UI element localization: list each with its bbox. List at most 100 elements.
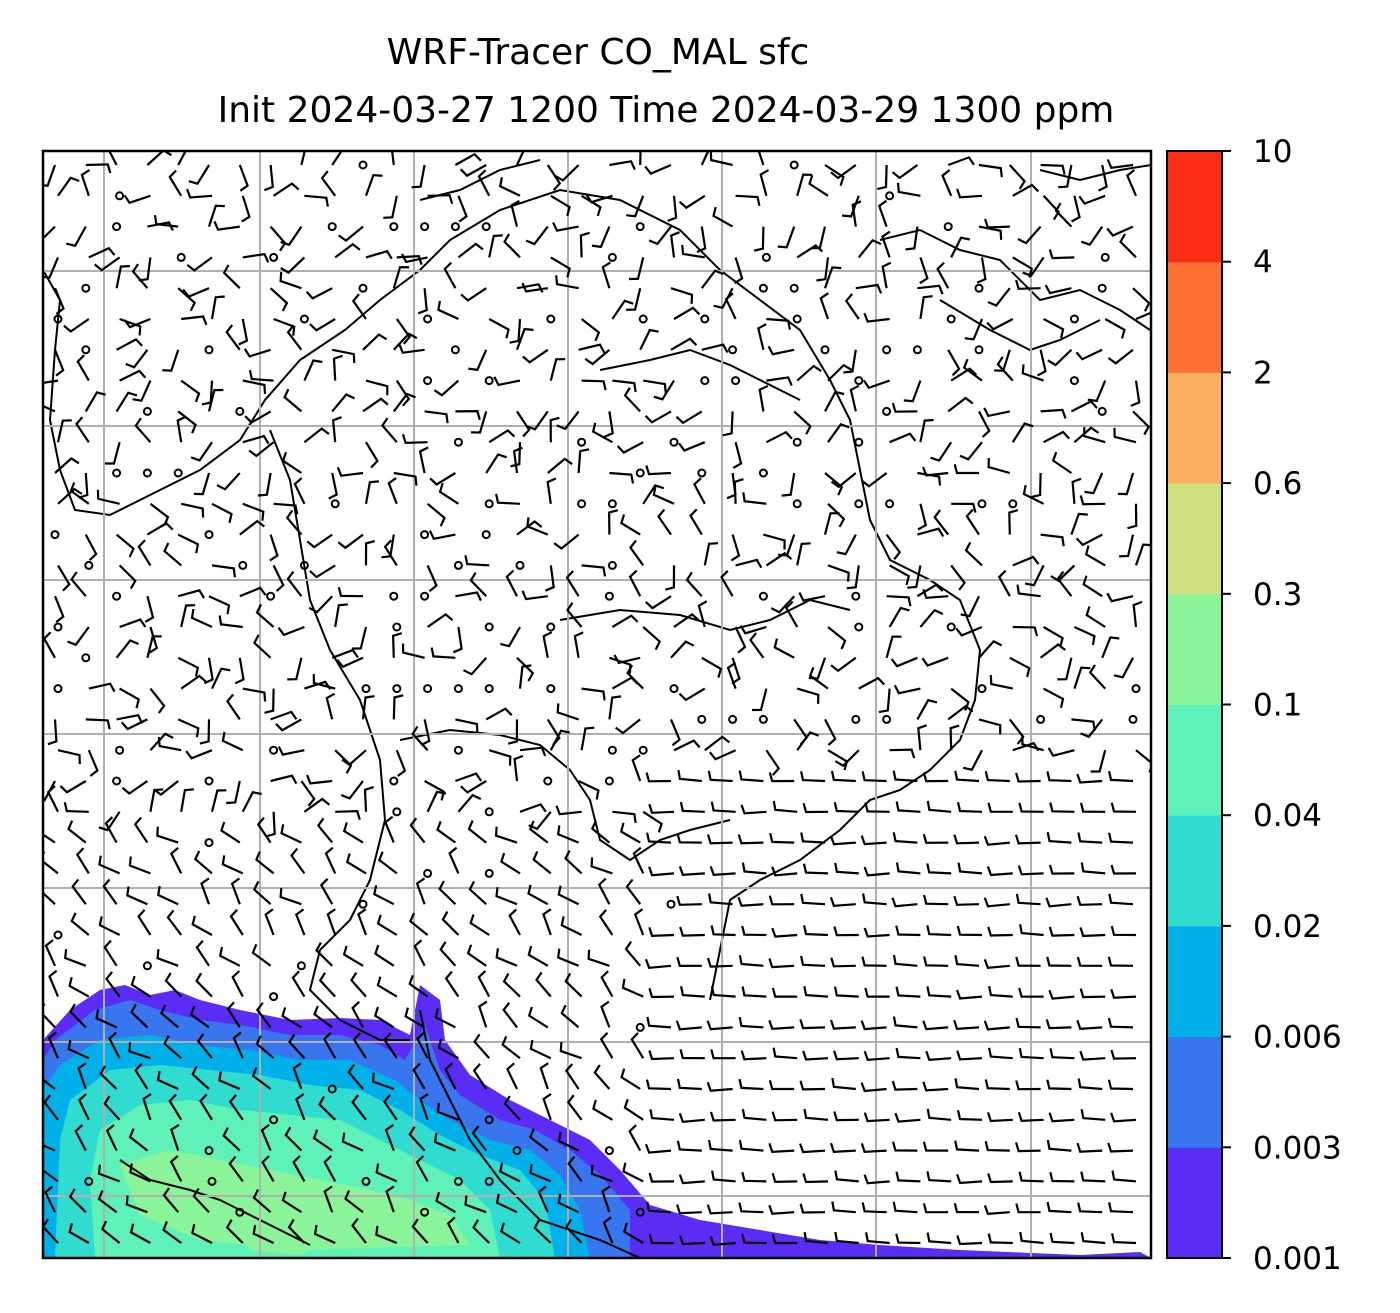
- calm-wind-circle: [112, 222, 122, 232]
- wind-barb: [648, 1234, 674, 1245]
- wind-barb: [1043, 318, 1065, 339]
- wind-barb: [1084, 472, 1104, 495]
- wind-barb: [1110, 1112, 1137, 1123]
- wind-barb: [577, 448, 590, 474]
- wind-barb: [646, 832, 672, 844]
- calm-wind-circle: [484, 1176, 494, 1186]
- wind-barb: [457, 242, 484, 259]
- wind-barb: [1106, 159, 1134, 169]
- wind-barb: [800, 832, 826, 844]
- wind-barb: [472, 1219, 490, 1244]
- wind-barb: [710, 801, 736, 813]
- wind-barb: [75, 416, 90, 443]
- wind-barb: [193, 850, 213, 875]
- wind-barb: [426, 613, 454, 628]
- wind-barb: [85, 163, 112, 174]
- wind-barb: [1082, 427, 1106, 444]
- wind-barb: [612, 810, 637, 824]
- wind-barb: [731, 657, 741, 685]
- wind-barb: [950, 236, 971, 258]
- wind-barb: [291, 970, 306, 998]
- wind-barb: [464, 1195, 487, 1214]
- colorbar-tick-label: 0.001: [1253, 1241, 1342, 1277]
- wind-barb: [710, 985, 736, 998]
- wind-barb: [653, 380, 675, 401]
- wind-barb: [430, 647, 456, 659]
- wind-barb: [738, 1078, 764, 1091]
- wind-barb: [833, 986, 859, 998]
- wind-barb: [503, 233, 521, 259]
- wind-barb: [238, 164, 249, 192]
- wind-barb: [978, 640, 1003, 659]
- wind-barb: [351, 626, 368, 650]
- calm-wind-circle: [1100, 252, 1110, 262]
- wind-barb: [831, 1077, 856, 1091]
- wind-barb: [1040, 163, 1066, 175]
- wind-barb: [770, 595, 796, 614]
- wind-barb: [930, 441, 953, 462]
- calm-wind-circle: [512, 1146, 522, 1156]
- wind-barb: [208, 595, 231, 615]
- wind-barb: [986, 1112, 1013, 1123]
- wind-barb: [954, 954, 980, 967]
- calm-wind-circle: [142, 406, 152, 416]
- wind-barb: [162, 349, 180, 372]
- calm-wind-circle: [912, 345, 922, 355]
- wind-barb: [281, 451, 303, 474]
- wind-barb: [739, 625, 767, 635]
- wind-barb: [819, 292, 830, 320]
- wind-barb: [891, 897, 918, 908]
- wind-barb: [539, 1062, 549, 1090]
- wind-barb: [892, 832, 918, 844]
- wind-barb: [211, 564, 236, 578]
- wind-barb: [609, 471, 635, 484]
- wind-barb: [1087, 380, 1107, 403]
- wind-barb: [528, 820, 549, 844]
- wind-barb: [264, 908, 275, 936]
- wind-barb: [626, 287, 642, 311]
- wind-barb: [383, 539, 398, 566]
- wind-barb: [210, 295, 225, 320]
- wind-barb: [137, 539, 152, 566]
- wind-barb: [1077, 1202, 1103, 1214]
- wind-barb: [578, 780, 600, 800]
- wind-barb: [493, 376, 521, 387]
- calm-wind-circle: [484, 499, 494, 509]
- wind-barb: [324, 846, 337, 874]
- wind-barb: [553, 533, 580, 550]
- calm-wind-circle: [546, 314, 556, 324]
- wind-barb: [331, 416, 342, 443]
- wind-barb: [68, 976, 90, 998]
- wind-barb: [796, 244, 824, 259]
- wind-barb: [675, 410, 703, 425]
- wind-barb: [768, 1080, 795, 1091]
- wind-barb: [190, 441, 213, 462]
- wind-barb: [863, 1050, 890, 1061]
- wind-barb: [799, 1143, 826, 1154]
- wind-barb: [926, 925, 952, 937]
- wind-barb: [917, 284, 944, 295]
- calm-wind-circle: [453, 560, 463, 570]
- wind-barb: [64, 948, 87, 967]
- wind-barb: [304, 194, 329, 207]
- wind-barb: [404, 1007, 426, 1029]
- wind-barb: [105, 1124, 118, 1152]
- wind-barb: [177, 656, 200, 677]
- wind-barb: [338, 225, 364, 242]
- wind-barb: [922, 1081, 949, 1092]
- wind-barb: [1111, 1233, 1137, 1245]
- wind-barb: [134, 1063, 149, 1090]
- wind-barb: [895, 925, 921, 937]
- wind-barb: [642, 810, 663, 833]
- wind-barb: [1040, 408, 1067, 419]
- wind-barb: [529, 1163, 552, 1183]
- wind-barb: [57, 564, 71, 592]
- wind-barb: [829, 1019, 856, 1030]
- wind-barb: [46, 785, 59, 813]
- calm-wind-circle: [204, 530, 214, 540]
- wind-barb: [1130, 380, 1141, 407]
- wind-barb: [559, 1042, 582, 1060]
- wind-barb: [273, 502, 299, 515]
- wind-barb: [862, 379, 890, 390]
- wind-barb: [163, 1035, 182, 1060]
